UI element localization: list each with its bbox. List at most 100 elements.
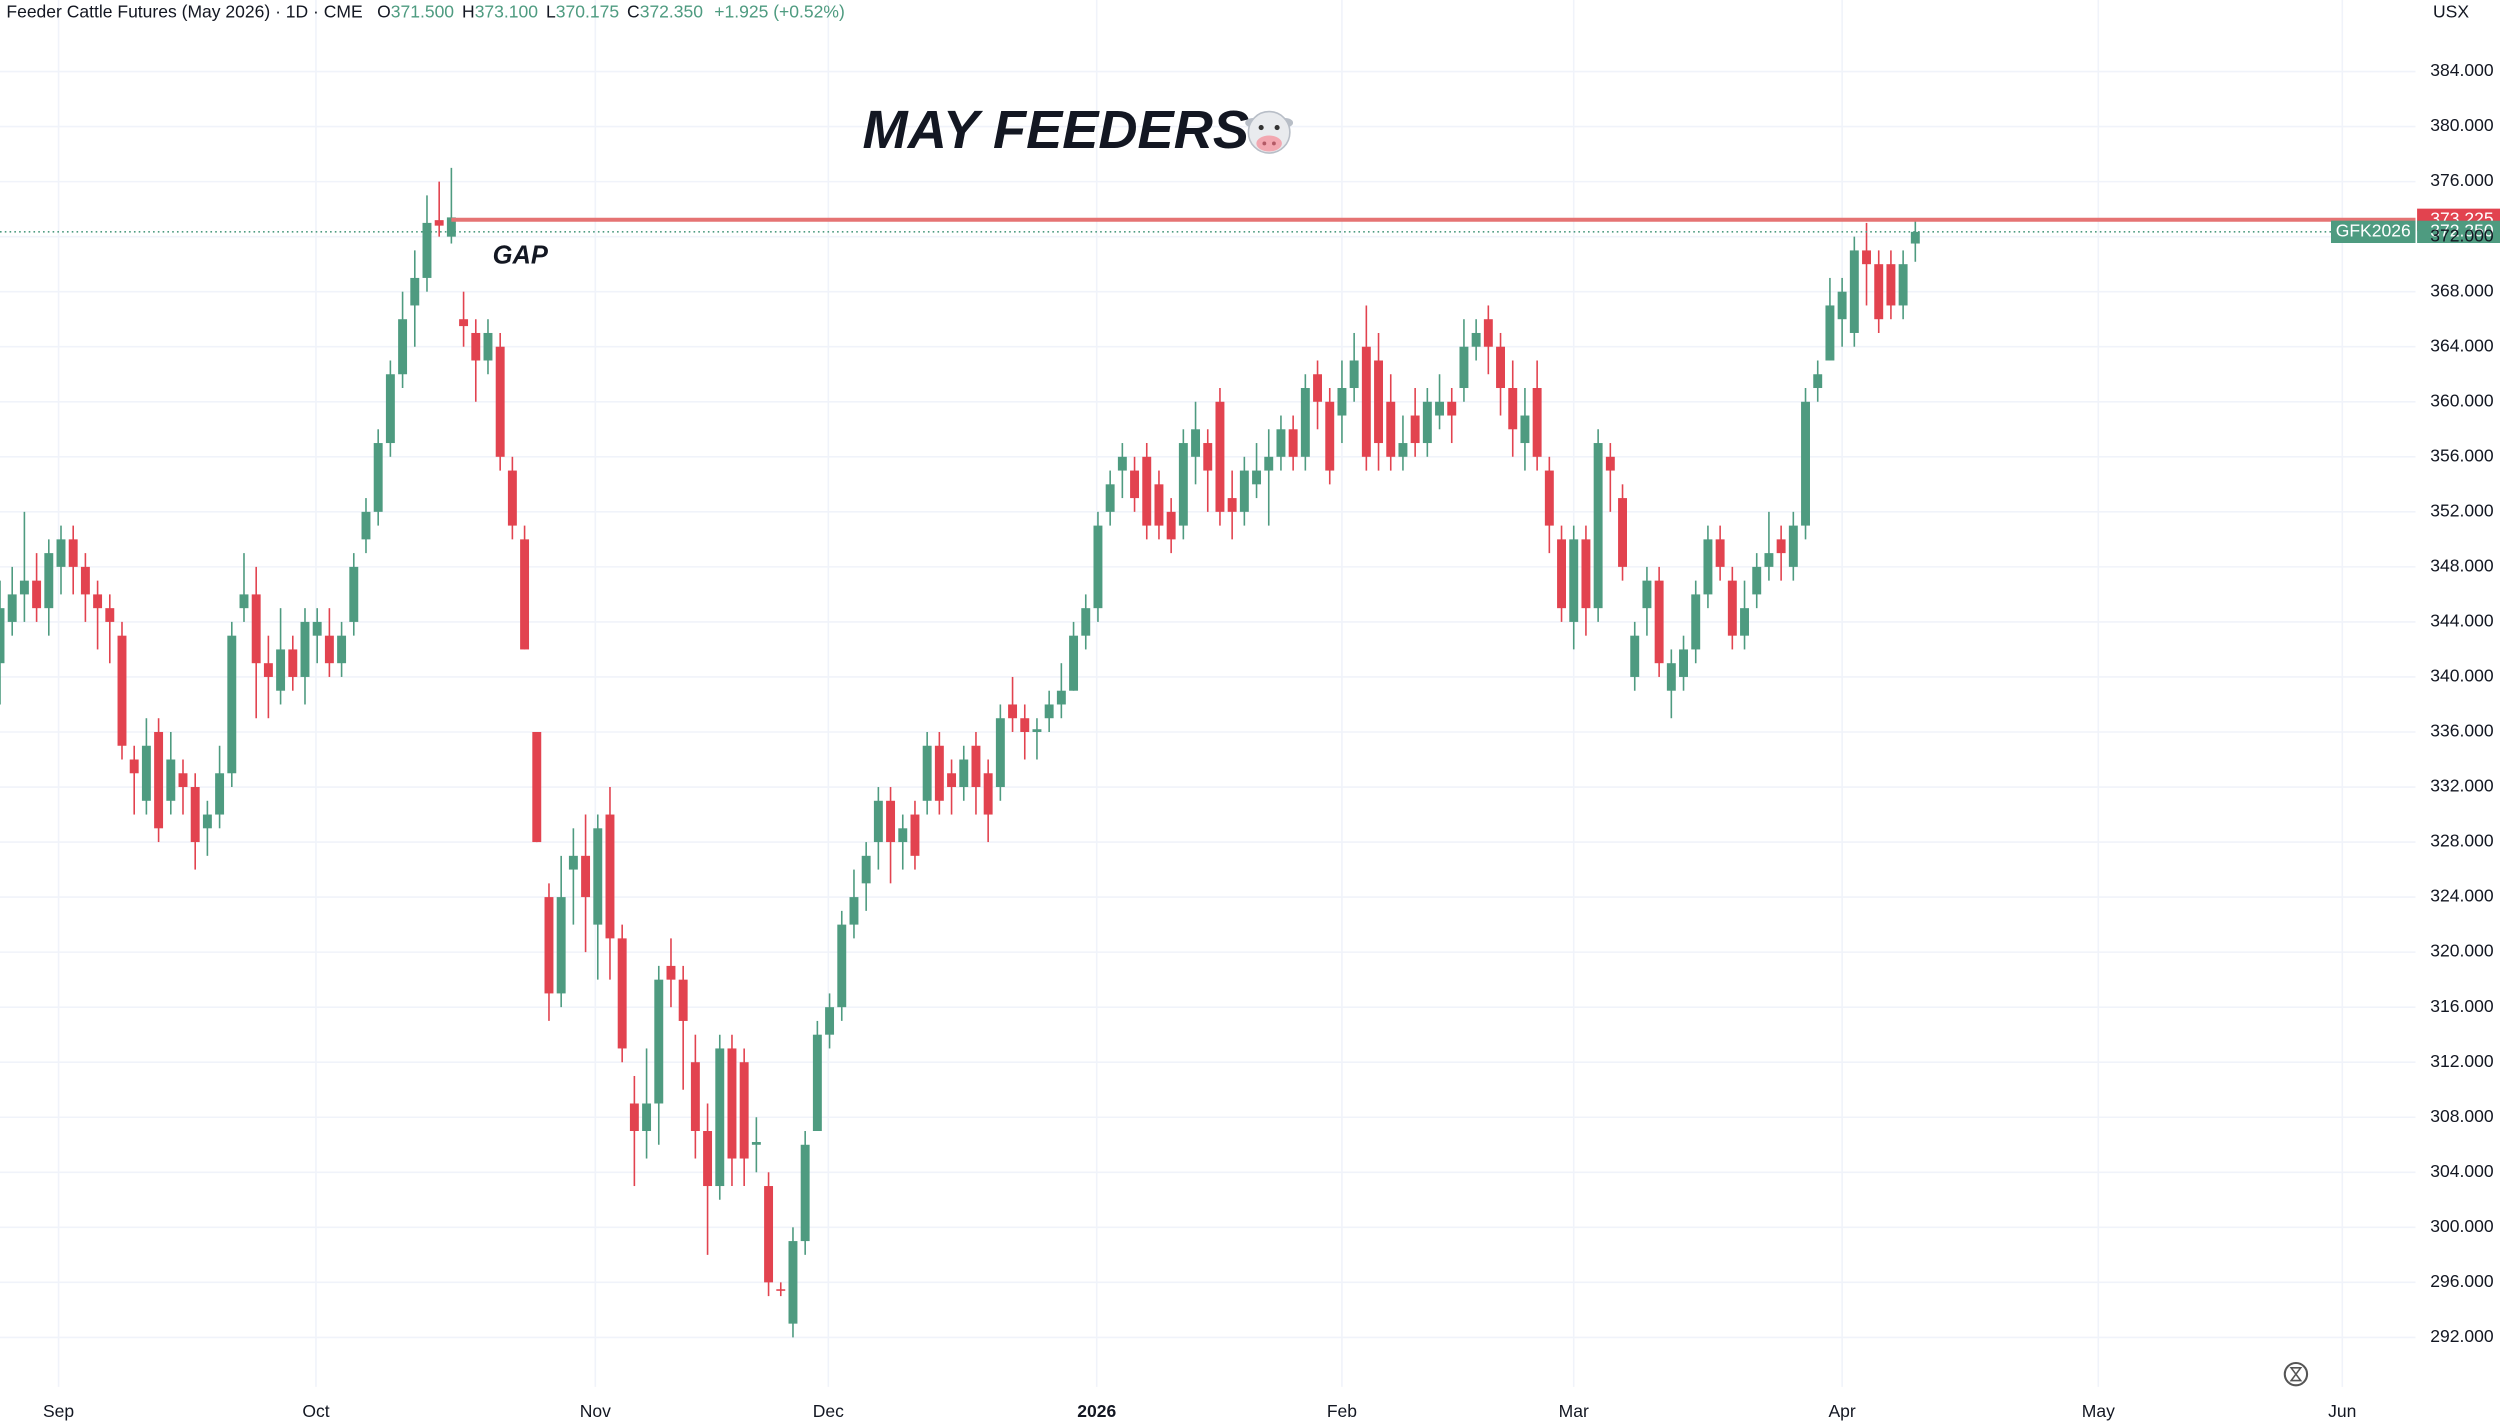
y-tick-label: 376.000 [2430,170,2494,190]
candle-body [1252,470,1262,485]
candle-body [934,745,944,801]
candle-body [959,759,969,788]
candle-body [703,1131,713,1187]
candle-body [422,222,432,278]
candle-body [532,731,542,843]
candle-body [398,319,408,375]
candle-body [1557,539,1566,609]
candle-body [44,553,54,609]
y-tick-label: 340.000 [2430,666,2494,686]
candle-body [1642,580,1652,609]
candle-body [1849,250,1859,333]
candle-body [751,1142,761,1145]
candle-body [1203,443,1213,471]
candle-body [202,814,212,829]
candle-body [520,539,530,650]
ohlc-key: C [627,1,640,21]
candle-body [410,277,420,306]
candle-body [1008,704,1018,719]
candle-body [1874,264,1884,320]
candle-body [1862,250,1871,265]
y-tick-label: 348.000 [2430,556,2494,576]
candle-body [483,332,493,361]
candle-body [215,773,225,815]
candle-body [471,332,481,361]
candle-body [1813,374,1823,389]
candle-body [385,374,395,444]
x-tick-label: Nov [580,1401,611,1421]
candle-body [1300,388,1310,457]
y-tick-label: 304.000 [2430,1161,2494,1181]
candle-body [349,566,359,622]
candle-body [666,965,676,980]
grid [0,0,2416,1387]
ohlc-value: 370.175 [556,1,619,21]
replay-icon [2283,1361,2309,1387]
symbol-label: GFK2026 [2336,220,2411,240]
x-tick-label: Dec [813,1401,844,1421]
candle-body [825,1007,835,1035]
currency: USX [2433,1,2469,21]
candle-body [1422,401,1432,444]
candle-body [1020,718,1030,732]
candle-body [1227,498,1237,512]
candle-body [1398,443,1408,457]
candle-body [1520,415,1530,444]
y-tick-label: 328.000 [2430,831,2494,851]
candle-body [544,897,554,994]
candle-body [1239,470,1249,512]
cow-icon [1245,110,1294,154]
candle-body [1313,374,1323,402]
last-price-label: 372.350 [2430,220,2494,240]
x-tick-label: Oct [302,1401,329,1421]
candle-body [1178,443,1188,526]
candle-body [642,1103,652,1132]
candle-body [1105,484,1115,512]
candle-body [727,1048,737,1159]
candle-body [739,1062,749,1159]
candle-body [263,663,273,677]
candle-body [1910,231,1920,244]
candle-body [459,319,469,327]
candle-body [837,924,847,1008]
candle-body [812,1034,822,1132]
y-tick-label: 316.000 [2430,996,2494,1016]
candle-body [1276,429,1286,457]
candle-body [1886,264,1896,306]
candle-body [1825,305,1835,361]
candle-body [141,745,151,801]
candle-body [556,897,566,994]
candle-body [276,649,286,691]
candle-body [68,539,78,567]
chart-title: MAY FEEDERS [863,100,1249,160]
y-tick-label: 292.000 [2430,1326,2494,1346]
candle-body [1081,608,1091,636]
y-tick-label: 364.000 [2430,335,2494,355]
candle-body [1605,456,1615,471]
annotation: GAP [493,241,549,269]
candle-body [605,814,615,939]
ohlc-key: H [462,1,475,21]
candle-body [1361,346,1371,457]
ohlc-value: 372.350 [640,1,704,21]
candle-body [776,1289,786,1291]
candle-body [1374,360,1384,444]
candle-body [1264,456,1274,471]
candle-body [1337,388,1347,416]
candle-body [251,594,261,664]
candle-body [1691,594,1701,650]
candle-body [1532,388,1542,457]
candle-body [288,649,298,677]
symbol-box [2330,220,2416,244]
candle-body [1166,511,1176,540]
candle-body [617,938,627,1049]
candle-body [1325,401,1335,471]
candle-body [678,979,688,1021]
candle-body [886,800,896,843]
candle-body [1801,401,1810,526]
candle-body [1215,401,1225,512]
candle-body [1679,649,1688,677]
y-tick-label: 296.000 [2430,1271,2494,1291]
candle-body [1459,346,1469,389]
